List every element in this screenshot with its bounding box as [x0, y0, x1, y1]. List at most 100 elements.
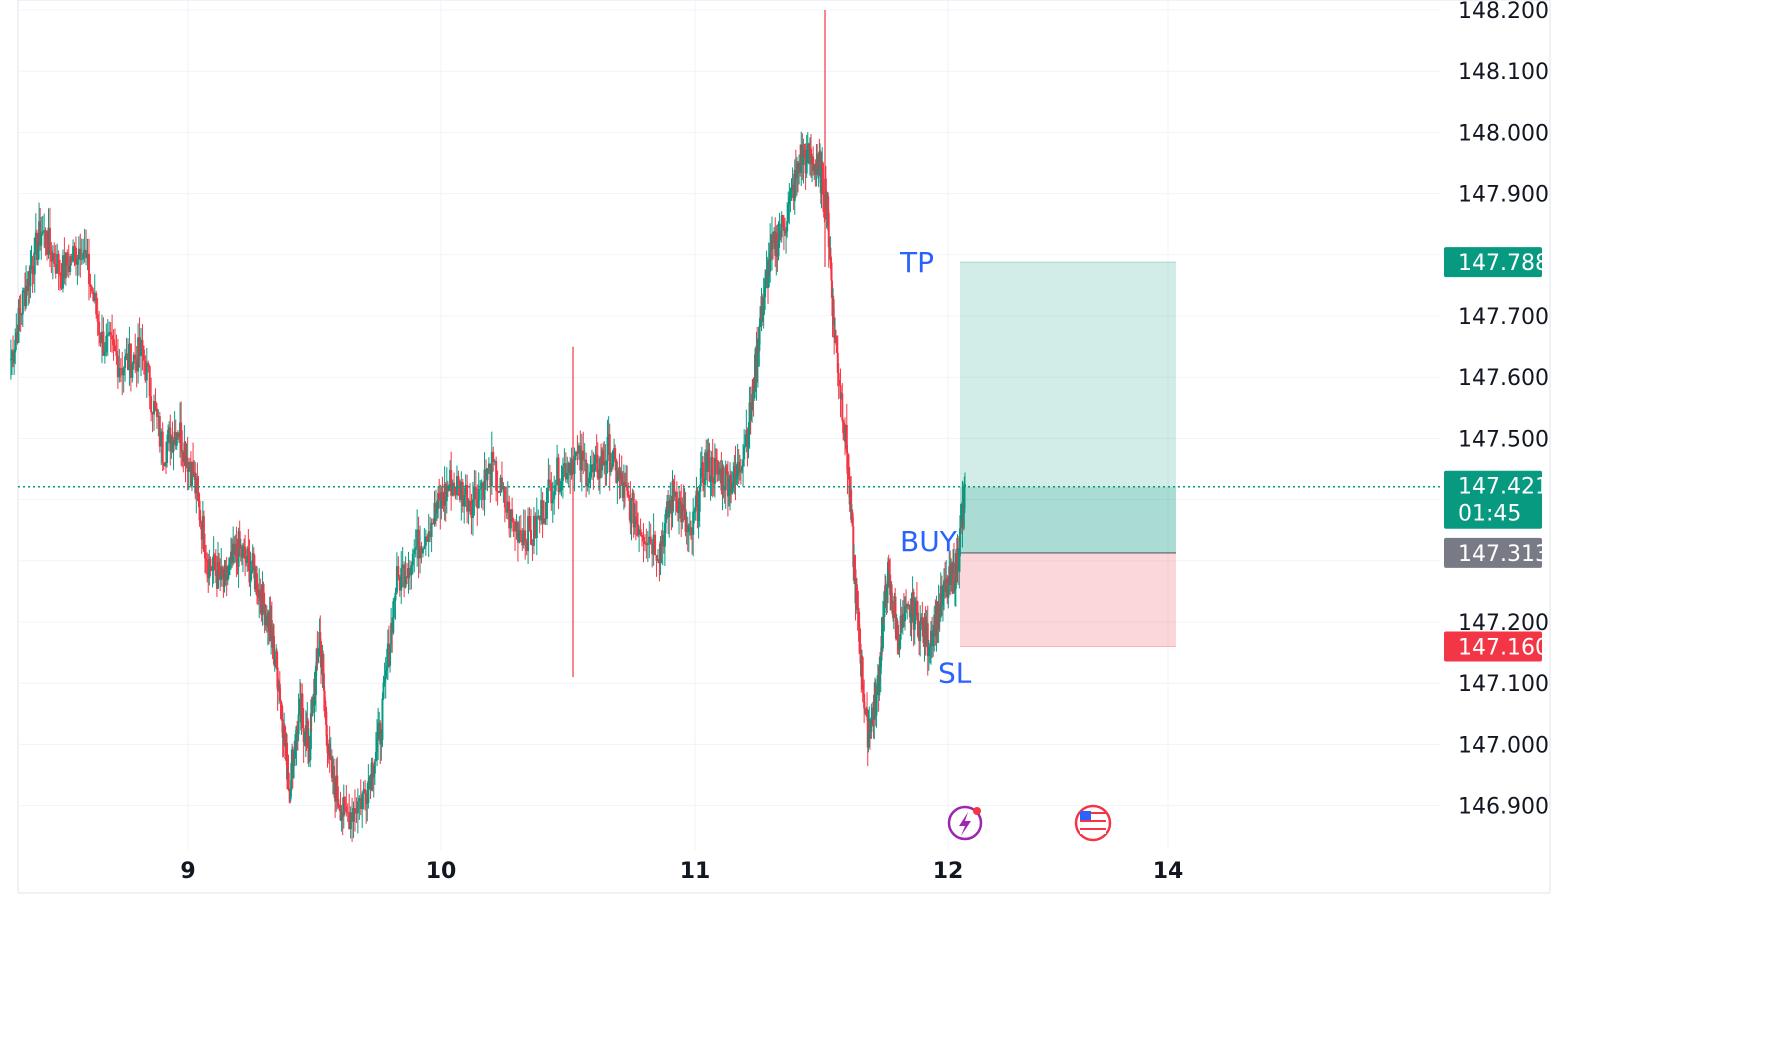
candle-down [16, 324, 19, 345]
candle-up [537, 509, 540, 520]
candle-body [199, 520, 202, 524]
candle-body [184, 442, 187, 466]
candle-body [98, 321, 101, 336]
candle-body [780, 215, 783, 238]
candle-up [167, 424, 170, 452]
candle-body [898, 639, 901, 651]
candle-body [311, 702, 314, 717]
lightning-bolt-icon[interactable] [947, 805, 983, 841]
candle-body [288, 789, 291, 792]
candle-down [306, 718, 309, 764]
candle-down [734, 445, 737, 501]
candle-body [189, 467, 192, 487]
candle-body [320, 667, 323, 669]
candle-up [920, 613, 923, 631]
candle-body [246, 548, 249, 563]
candle-body [764, 275, 767, 279]
candle-body [764, 278, 767, 298]
candle-down [944, 561, 947, 599]
candle-down [623, 472, 626, 508]
entry-price-badge-value: 147.313 [1458, 542, 1549, 567]
candle-body [253, 567, 256, 590]
candle-up [706, 439, 709, 487]
candle-up [254, 565, 257, 595]
candle-body [127, 353, 130, 371]
candle-body [632, 492, 635, 528]
candle-up [237, 527, 240, 588]
candle-body [843, 433, 846, 435]
candle-down [725, 463, 728, 475]
candle-body [453, 482, 456, 487]
candle-up [493, 459, 496, 466]
candle-body [426, 536, 429, 542]
candle-up [232, 526, 235, 566]
candle-body [597, 478, 600, 480]
candle-up [795, 156, 798, 196]
candle-down [466, 474, 469, 524]
candle-body [147, 362, 150, 367]
candle-down [248, 539, 251, 587]
candle-body [195, 477, 198, 494]
candle-down [219, 558, 222, 591]
candle-body [894, 602, 897, 618]
candle-down [946, 574, 949, 605]
candle-down [726, 460, 729, 517]
candle-body [759, 317, 762, 328]
candle-up [463, 487, 466, 524]
candle-up [157, 409, 160, 437]
candle-up [292, 749, 295, 779]
candle-down [243, 538, 246, 559]
candle-body [713, 458, 716, 484]
candle-down [164, 441, 167, 475]
us-flag-icon[interactable] [1074, 804, 1112, 842]
candle-down [628, 494, 631, 521]
candle-body [566, 472, 569, 480]
candle-down [801, 133, 804, 181]
candle-down [197, 476, 200, 508]
flag-stripe [1080, 832, 1106, 834]
candle-down [429, 516, 432, 543]
candle-down [283, 723, 286, 760]
candle-body [722, 467, 725, 489]
candle-down [18, 295, 21, 332]
candle-body [198, 500, 201, 521]
candle-body [858, 611, 861, 642]
candle-body [830, 268, 833, 281]
candle-up [820, 152, 823, 209]
candle-body [917, 612, 920, 637]
candle-down [39, 207, 42, 251]
candle-down [177, 431, 180, 444]
candle-down [57, 250, 60, 291]
candle-down [799, 144, 802, 177]
candle-up [349, 806, 352, 839]
candle-body [489, 463, 492, 487]
candle-body [925, 623, 928, 646]
candle-down [909, 598, 912, 637]
candle-body [613, 448, 616, 451]
candle-body [383, 677, 386, 683]
candle-body [537, 515, 540, 517]
candle-body [883, 591, 886, 618]
candle-body [814, 164, 817, 175]
candle-body [116, 355, 119, 378]
candle-up [37, 233, 40, 266]
candle-down [705, 439, 708, 481]
candle-down [841, 383, 844, 423]
candle-up [903, 596, 906, 631]
candle-up [700, 446, 703, 478]
candle-body [61, 255, 64, 289]
candle-body [682, 504, 685, 512]
candle-body [846, 452, 849, 474]
candle-up [377, 707, 380, 761]
candle-down [144, 355, 147, 383]
candle-down [496, 470, 499, 506]
candle-body [726, 471, 729, 497]
candle-up [153, 394, 156, 431]
candle-body [258, 589, 261, 599]
candle-body [909, 605, 912, 624]
candle-down [231, 538, 234, 568]
candle-body [70, 256, 73, 262]
candle-down [511, 497, 514, 532]
